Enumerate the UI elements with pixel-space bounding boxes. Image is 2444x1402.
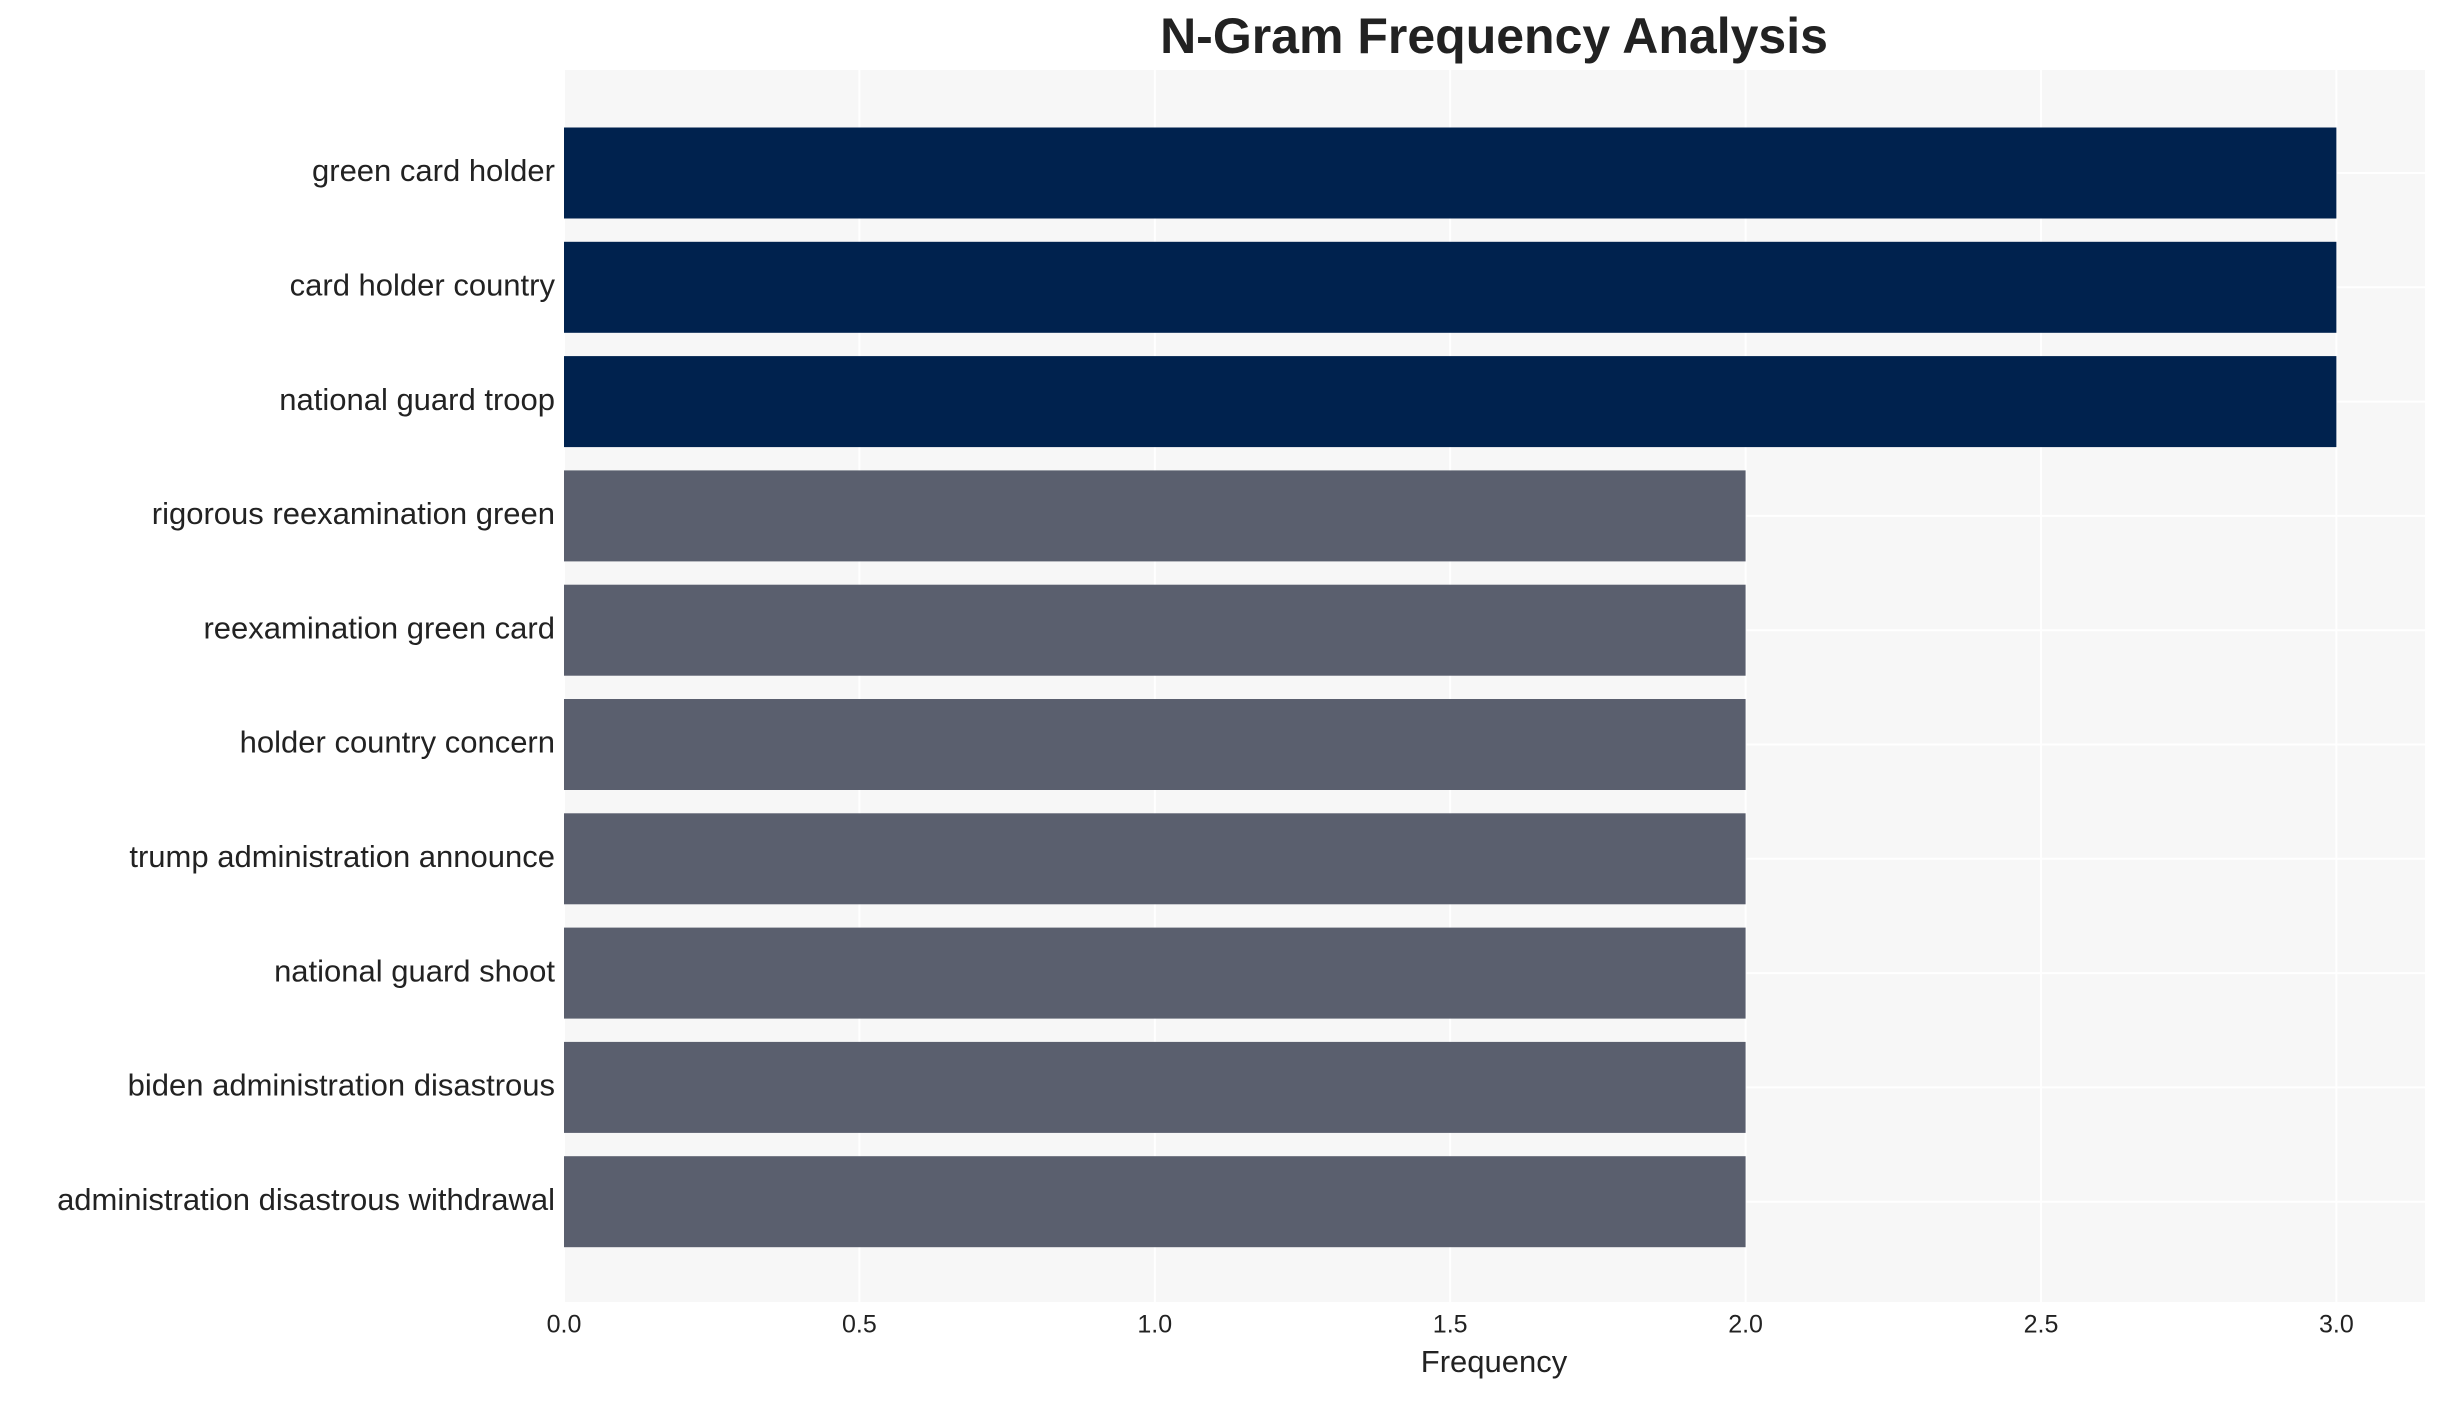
bar — [564, 699, 1746, 790]
bar — [564, 1041, 1746, 1133]
y-tick-label: trump administration announce — [129, 839, 555, 874]
x-tick-label: 2.5 — [2024, 1311, 2059, 1339]
y-tick-label: biden administration disastrous — [128, 1068, 555, 1103]
x-tick-label: 0.5 — [842, 1311, 877, 1339]
y-tick-label: rigorous reexamination green — [152, 496, 555, 531]
bar — [564, 813, 1746, 905]
x-tick-label: 1.5 — [1433, 1311, 1468, 1339]
y-tick-label: national guard troop — [279, 382, 555, 417]
x-tick-label: 1.0 — [1137, 1311, 1172, 1339]
bar — [564, 1156, 1746, 1248]
x-axis-label: Frequency — [1421, 1344, 1568, 1379]
x-tick-label: 3.0 — [2319, 1311, 2354, 1339]
bar — [564, 241, 2337, 333]
x-tick-label: 2.0 — [1728, 1311, 1763, 1339]
y-tick-label: administration disastrous withdrawal — [57, 1182, 555, 1217]
y-tick-label: holder country concern — [240, 725, 555, 760]
bar — [564, 356, 2337, 448]
y-tick-label: green card holder — [312, 153, 555, 188]
chart-title: N-Gram Frequency Analysis — [1160, 8, 1828, 64]
y-tick-label: national guard shoot — [274, 953, 555, 988]
y-tick-label: reexamination green card — [203, 610, 555, 645]
bar — [564, 584, 1746, 676]
bar — [564, 127, 2337, 219]
bar — [564, 927, 1746, 1019]
bar — [564, 470, 1746, 562]
y-tick-label: card holder country — [290, 267, 556, 302]
x-tick-label: 0.0 — [547, 1311, 582, 1339]
